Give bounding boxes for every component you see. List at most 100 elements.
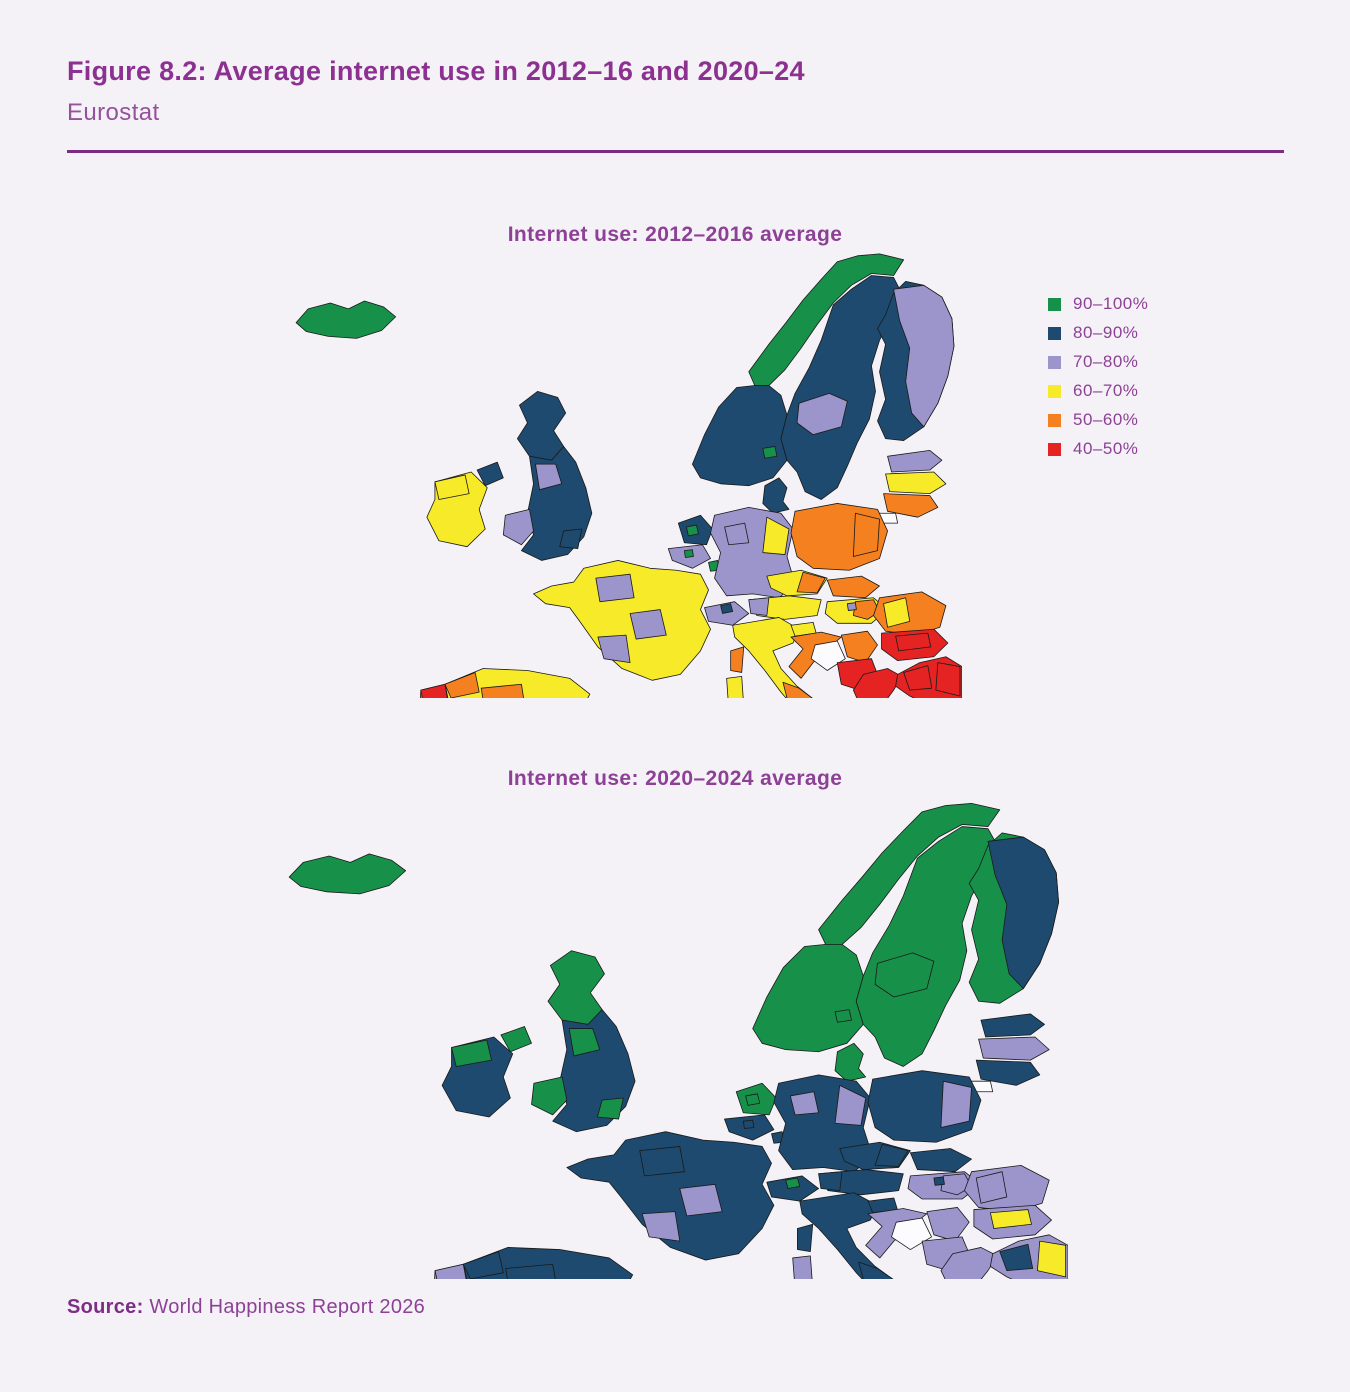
region-sardinia: [727, 676, 744, 698]
region-czechia-east: [875, 1144, 908, 1166]
region-germany-east: [835, 1085, 866, 1125]
legend-label: 50–60%: [1073, 410, 1139, 429]
region-poland-east: [941, 1081, 972, 1127]
region-turkey-east: [936, 663, 960, 696]
region-iceland: [289, 854, 405, 894]
region-amsterdam: [746, 1094, 760, 1106]
region-england: [521, 446, 591, 560]
region-galicia: [445, 672, 479, 698]
legend-item: 70–80%: [1048, 352, 1148, 372]
region-austria-west: [819, 1172, 843, 1191]
region-budapest: [847, 603, 856, 611]
europe-map-svg: [268, 795, 1068, 1279]
region-france-centre: [630, 610, 666, 639]
legend-label: 40–50%: [1073, 439, 1139, 458]
region-bulgaria-centre: [990, 1210, 1031, 1229]
region-slovakia: [827, 576, 879, 598]
map-2020-2024: [268, 795, 1068, 1284]
region-sweden-mid: [875, 953, 934, 997]
region-norway-north: [819, 803, 1000, 944]
region-corsica: [797, 1224, 812, 1251]
region-france: [533, 560, 710, 680]
legend-swatch-icon: [1048, 442, 1061, 456]
region-northern-ireland: [501, 1026, 532, 1051]
region-england-north: [536, 464, 562, 490]
region-germany-northwest: [790, 1092, 818, 1115]
region-scotland: [517, 391, 565, 460]
region-norway-south: [692, 386, 787, 486]
legend-item: 80–90%: [1048, 323, 1148, 343]
region-oslo: [763, 446, 777, 458]
region-bosnia: [892, 1218, 932, 1250]
source-label: Source:: [67, 1296, 144, 1318]
source-text: World Happiness Report 2026: [143, 1296, 426, 1318]
region-portugal-north: [421, 684, 448, 698]
legend-label: 80–90%: [1073, 323, 1139, 342]
region-turkey-west: [1000, 1244, 1033, 1270]
legend-label: 60–70%: [1073, 381, 1139, 400]
region-romania-west: [884, 598, 910, 627]
legend-swatch-icon: [1048, 413, 1061, 427]
legend-item: 90–100%: [1048, 294, 1148, 314]
region-brussels: [684, 550, 693, 558]
legend-item: 40–50%: [1048, 439, 1148, 459]
region-wales: [503, 509, 533, 544]
region-bosnia: [811, 641, 845, 670]
map2-title: Internet use: 2020–2024 average: [507, 767, 843, 791]
region-sweden-mid: [797, 393, 847, 434]
region-england: [553, 1010, 635, 1132]
region-norway-north: [749, 254, 904, 386]
region-turkey-west: [904, 666, 932, 691]
region-switzerland: [767, 1176, 819, 1201]
region-norway-south: [753, 944, 864, 1051]
region-switzerland: [704, 602, 748, 626]
figure-title: Figure 8.2: Average internet use in 2012…: [67, 56, 805, 86]
legend-swatch-icon: [1048, 326, 1061, 340]
region-poland-east: [853, 513, 879, 556]
region-france: [567, 1132, 774, 1260]
region-austria-west: [749, 598, 769, 616]
legend-swatch-icon: [1048, 384, 1061, 398]
map1-title: Internet use: 2012–2016 average: [507, 223, 843, 247]
legend-item: 50–60%: [1048, 410, 1148, 430]
region-denmark: [763, 478, 789, 513]
region-serbia: [841, 631, 877, 662]
region-iceland: [296, 301, 396, 338]
region-ireland-northwest: [452, 1040, 492, 1066]
region-romania-west: [976, 1172, 1007, 1204]
region-france-centre: [680, 1184, 722, 1216]
region-northern-ireland: [477, 462, 503, 486]
region-germany-northwest: [725, 523, 749, 545]
region-estonia: [888, 450, 942, 472]
region-romania: [964, 1165, 1049, 1211]
region-romania: [873, 592, 945, 635]
region-oslo: [835, 1010, 851, 1023]
region-turkey-east: [1037, 1241, 1065, 1277]
region-england-north: [569, 1029, 600, 1056]
region-france-northwest: [640, 1146, 685, 1175]
legend-label: 90–100%: [1073, 294, 1149, 313]
region-lithuania: [884, 494, 938, 518]
source-line: Source: World Happiness Report 2026: [67, 1296, 425, 1319]
region-galicia: [463, 1252, 503, 1279]
region-sardinia: [793, 1256, 813, 1279]
region-amsterdam: [686, 525, 698, 536]
legend-swatch-icon: [1048, 355, 1061, 369]
legend-swatch-icon: [1048, 297, 1061, 311]
region-lithuania: [976, 1060, 1040, 1085]
region-finland-east: [894, 285, 954, 426]
region-germany-east: [763, 517, 789, 554]
legend: 90–100% 80–90% 70–80% 60–70% 50–60% 40–50%: [1048, 294, 1148, 468]
region-czechia-east: [797, 572, 825, 593]
region-serbia: [927, 1207, 969, 1241]
region-bulgaria-centre: [896, 633, 931, 651]
legend-item: 60–70%: [1048, 381, 1148, 401]
map-2012-2016: [278, 246, 962, 703]
legend-label: 70–80%: [1073, 352, 1139, 371]
region-portugal-north: [435, 1264, 467, 1279]
region-england-southeast: [560, 529, 582, 549]
region-zurich: [786, 1178, 800, 1189]
region-latvia: [979, 1037, 1050, 1060]
region-latvia: [886, 472, 946, 494]
